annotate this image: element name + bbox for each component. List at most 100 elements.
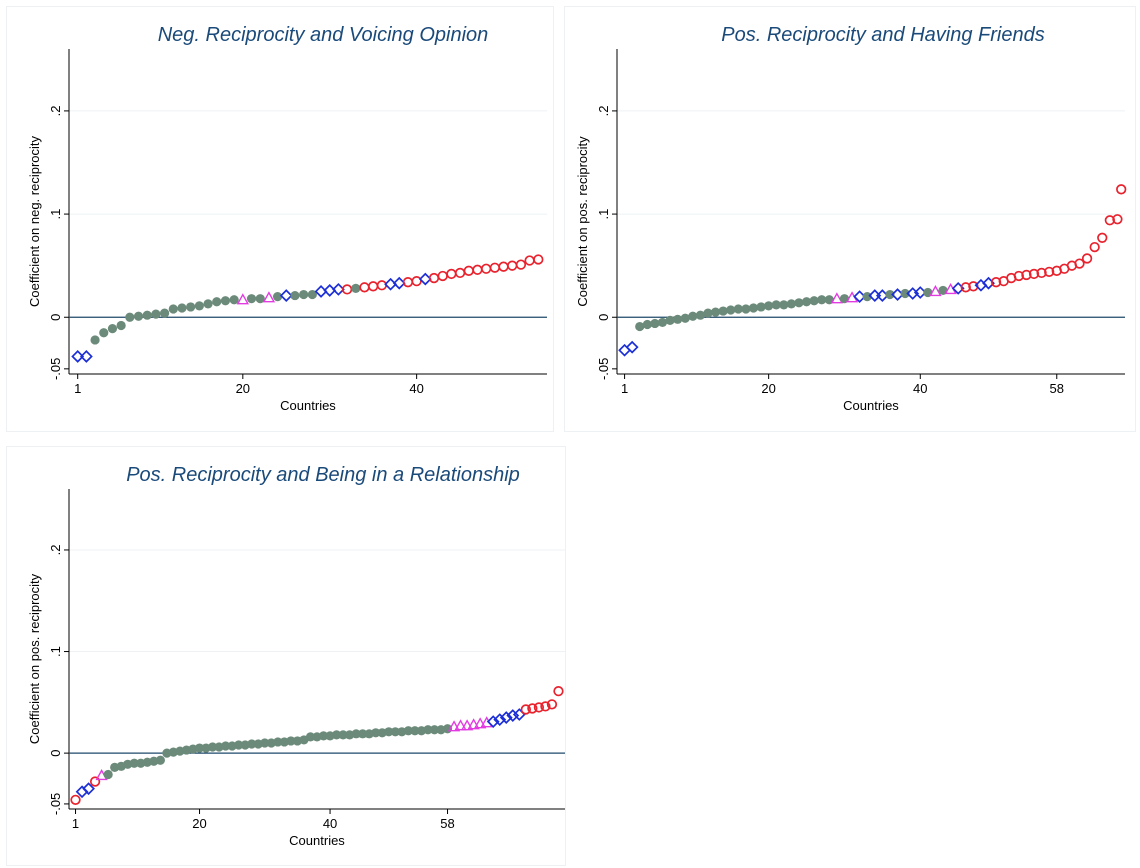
y-axis-label: Coefficient on pos. reciprocity — [27, 573, 42, 744]
data-point-dot — [194, 301, 204, 311]
data-point-circle — [454, 267, 466, 279]
data-point-dot — [107, 324, 118, 334]
data-point-diamond — [506, 709, 520, 722]
data-point-dot — [741, 304, 751, 314]
data-point-dot — [862, 292, 872, 302]
data-point-dot — [299, 289, 309, 300]
x-tick-label: 20 — [761, 381, 775, 396]
data-point-dot — [733, 304, 743, 314]
data-point-circle — [960, 282, 971, 293]
data-point-circle — [1028, 268, 1040, 280]
data-point-dot — [358, 729, 368, 739]
chart-title: Neg. Reciprocity and Voicing Opinion — [158, 24, 489, 46]
y-tick-label: -.05 — [48, 358, 63, 380]
data-point-dot — [246, 294, 257, 304]
data-point-diamond — [499, 711, 513, 724]
data-point-diamond — [79, 350, 93, 363]
data-point-circle — [515, 259, 527, 270]
data-point-dot — [657, 317, 668, 328]
data-point-triangle — [929, 285, 942, 297]
data-point-dot — [307, 289, 317, 300]
data-point-dot — [125, 312, 135, 322]
data-point-circle — [990, 277, 1002, 288]
data-point-dot — [221, 741, 231, 751]
data-point-diamond — [418, 272, 432, 286]
data-point-circle — [368, 281, 379, 292]
data-point-circle — [359, 282, 370, 293]
data-point-dot — [809, 296, 819, 306]
y-tick-label: .1 — [48, 646, 63, 657]
data-point-dot — [410, 726, 420, 736]
data-point-circle — [524, 255, 535, 266]
data-point-dot — [779, 300, 789, 310]
y-tick-label: .1 — [596, 209, 611, 220]
data-point-circle — [1081, 253, 1093, 264]
data-point-circle — [411, 275, 422, 287]
data-point-dot — [255, 294, 265, 304]
data-point-circle — [1021, 269, 1032, 281]
data-point-circle — [540, 701, 551, 712]
data-point-triangle — [236, 293, 250, 305]
data-point-dot — [710, 307, 721, 317]
data-point-circle — [1013, 270, 1025, 282]
data-point-circle — [1074, 258, 1085, 269]
data-point-dot — [133, 311, 144, 321]
data-point-triangle — [262, 291, 276, 303]
data-point-dot — [688, 311, 698, 321]
data-point-circle — [472, 264, 483, 275]
data-point-dot — [99, 328, 109, 338]
data-point-circle — [1044, 266, 1055, 278]
data-point-dot — [748, 303, 759, 313]
data-point-dot — [212, 297, 222, 307]
x-tick-label: 20 — [192, 816, 206, 831]
data-point-circle — [489, 262, 501, 273]
data-point-dot — [207, 742, 218, 752]
data-point-dot — [351, 729, 361, 739]
data-point-circle — [1116, 184, 1127, 195]
data-point-circle — [89, 776, 101, 787]
data-point-triangle — [473, 717, 487, 729]
data-point-dot — [718, 306, 728, 316]
data-point-triangle — [447, 720, 461, 732]
data-point-circle — [533, 254, 544, 265]
x-axis-label: Countries — [289, 833, 345, 848]
data-point-triangle — [467, 718, 480, 730]
y-tick-label: 0 — [48, 750, 63, 757]
data-point-diamond — [486, 715, 500, 729]
data-point-dot — [151, 309, 161, 319]
data-point-dot — [168, 304, 178, 314]
data-point-circle — [463, 265, 474, 276]
data-point-dot — [338, 730, 348, 740]
data-point-dot — [695, 310, 706, 320]
data-point-dot — [403, 726, 413, 736]
chart-neg-reciprocity-voicing: Neg. Reciprocity and Voicing Opinion -.05… — [27, 24, 547, 413]
data-point-triangle — [454, 719, 467, 731]
data-point-dot — [155, 755, 165, 765]
data-point-triangle — [830, 292, 844, 304]
data-point-dot — [272, 292, 283, 302]
data-point-dot — [305, 732, 316, 742]
data-point-dot — [142, 310, 152, 320]
data-point-diamond — [279, 289, 293, 302]
x-tick-label: 58 — [1050, 381, 1064, 396]
data-point-dot — [885, 289, 895, 300]
y-tick-label: .2 — [48, 105, 63, 116]
data-point-dot — [703, 308, 713, 318]
data-point-circle — [1097, 232, 1108, 243]
data-point-dot — [817, 295, 827, 305]
data-point-circle — [437, 270, 448, 282]
data-point-dot — [786, 299, 796, 309]
data-point-dot — [160, 308, 170, 318]
data-point-dot — [371, 728, 381, 738]
y-tick-label: 0 — [48, 314, 63, 321]
data-point-dot — [129, 758, 139, 768]
data-point-circle — [553, 686, 564, 697]
data-point-dot — [331, 730, 342, 740]
data-point-dot — [423, 725, 433, 735]
chart-pos-reciprocity-relationship: Pos. Reciprocity and Being in a Relation… — [27, 464, 565, 848]
y-tick-label: .2 — [48, 545, 63, 556]
data-point-dot — [794, 298, 804, 308]
data-point-dot — [801, 297, 812, 307]
data-point-dot — [764, 301, 774, 311]
data-point-dot — [90, 335, 100, 345]
